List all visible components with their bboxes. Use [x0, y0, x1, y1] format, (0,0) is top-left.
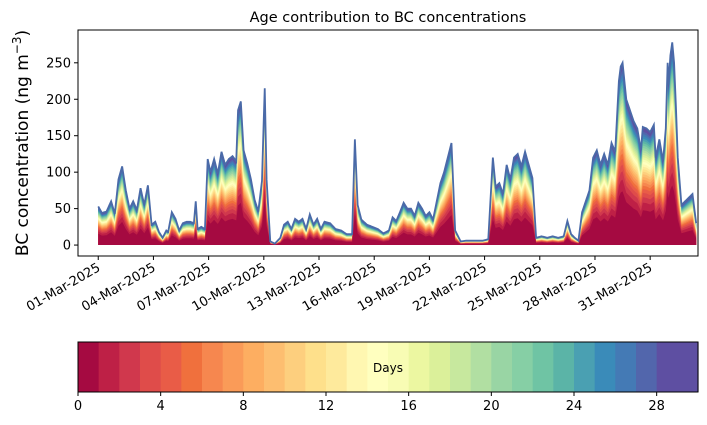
colorbar-tick-label: 28 [648, 399, 665, 414]
y-tick-label: 50 [54, 202, 71, 217]
colorbar-cell [512, 342, 534, 392]
y-axis: 0 50 100 150 200 250 [46, 56, 78, 254]
colorbar-cell [574, 342, 596, 392]
colorbar-tick-label: 4 [157, 399, 165, 414]
colorbar-cell [553, 342, 575, 392]
colorbar-cell [367, 342, 389, 392]
colorbar-cell [305, 342, 327, 392]
x-axis: 01-Mar-202504-Mar-202507-Mar-202510-Mar-… [24, 256, 655, 315]
y-axis-label-exponent: −3 [10, 36, 24, 54]
total-bc-line [97, 42, 698, 245]
y-tick-label: 100 [46, 166, 71, 181]
colorbar-cells [78, 342, 699, 392]
plot-area [97, 42, 698, 246]
plot-frame [77, 29, 699, 257]
colorbar-cell [615, 342, 637, 392]
colorbar-axis: 0 4 8 12 16 20 24 28 [74, 392, 665, 414]
y-tick-label: 200 [46, 93, 71, 108]
colorbar-cell [140, 342, 162, 392]
colorbar-cell [78, 342, 100, 392]
age-layers [98, 42, 697, 246]
colorbar-cell [408, 342, 430, 392]
colorbar-tick-label: 16 [400, 399, 417, 414]
colorbar-cell [181, 342, 203, 392]
colorbar-cell [243, 342, 265, 392]
colorbar-cell [222, 342, 244, 392]
colorbar-cell [594, 342, 616, 392]
colorbar: Days 0 4 8 12 16 20 24 28 [74, 341, 699, 414]
colorbar-tick-label: 12 [318, 399, 335, 414]
colorbar-cell [346, 342, 368, 392]
colorbar-cell [98, 342, 120, 392]
y-axis-label-close: ) [13, 30, 33, 37]
colorbar-frame [77, 341, 699, 393]
colorbar-cell [202, 342, 224, 392]
colorbar-tick-label: 24 [566, 399, 583, 414]
colorbar-tick-label: 0 [74, 399, 82, 414]
age-layer-day-0 [98, 185, 697, 246]
colorbar-cell [656, 342, 678, 392]
colorbar-cell [532, 342, 554, 392]
y-tick-label: 0 [63, 239, 71, 254]
y-axis-label-main: BC concentration (ng m [13, 54, 33, 256]
colorbar-cell [119, 342, 141, 392]
colorbar-cell [450, 342, 472, 392]
colorbar-cell [470, 342, 492, 392]
colorbar-cell [491, 342, 513, 392]
colorbar-tick-label: 20 [483, 399, 500, 414]
y-axis-label: BC concentration (ng m−3) [10, 30, 33, 256]
colorbar-cell [636, 342, 658, 392]
colorbar-cell [429, 342, 451, 392]
colorbar-cell [326, 342, 348, 392]
colorbar-label: Days [373, 361, 403, 375]
colorbar-cell [284, 342, 306, 392]
chart-title: Age contribution to BC concentrations [250, 10, 527, 26]
colorbar-cell [388, 342, 410, 392]
y-tick-label: 150 [46, 129, 71, 144]
colorbar-cell [677, 342, 699, 392]
colorbar-cell [160, 342, 182, 392]
y-tick-label: 250 [46, 56, 71, 71]
colorbar-cell [264, 342, 286, 392]
colorbar-tick-label: 8 [239, 399, 247, 414]
